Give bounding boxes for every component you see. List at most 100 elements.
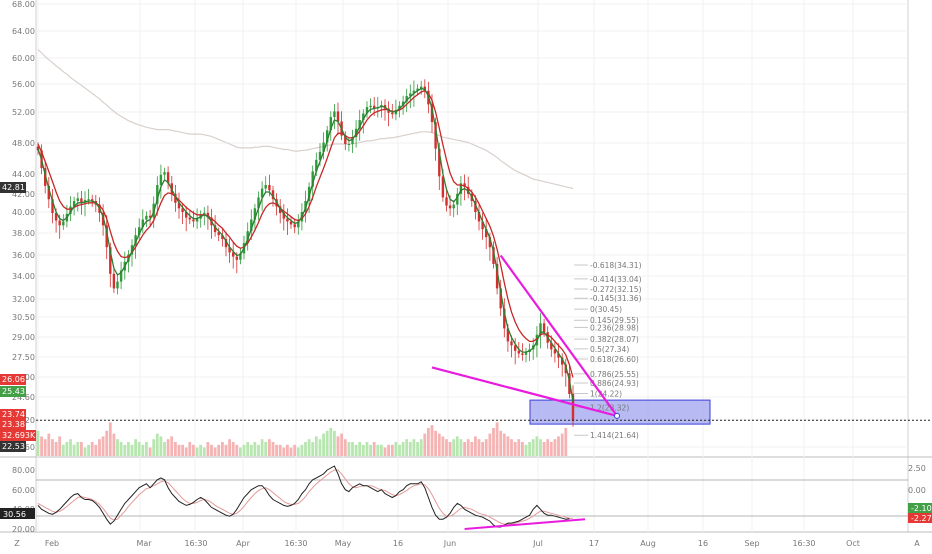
candle-body <box>322 142 325 152</box>
auto-scale-button[interactable] <box>910 536 924 549</box>
candle-body <box>542 323 546 333</box>
candle-body <box>329 117 332 131</box>
volume-bar <box>130 444 134 456</box>
candle-body <box>311 171 314 187</box>
candle-body <box>297 221 300 228</box>
candle-body <box>557 353 560 358</box>
volume-bar <box>408 442 412 456</box>
volume-bar <box>127 442 130 456</box>
volume-bar <box>351 442 354 456</box>
trend-layer[interactable] <box>36 254 932 421</box>
volume-bar <box>249 444 253 456</box>
volume-bar <box>188 442 192 456</box>
volume-bar <box>539 439 542 456</box>
candle-body <box>138 227 141 236</box>
candle-body <box>203 212 206 215</box>
time-tick-label: 17 <box>589 539 599 548</box>
volume-bar <box>101 436 105 456</box>
price-tag-bg <box>0 386 26 397</box>
bottom-layer: Z A <box>10 536 924 549</box>
price-tick-label: 56.00 <box>12 80 35 89</box>
candle-body <box>293 224 296 228</box>
volume-bar <box>246 442 250 456</box>
price-tick-label: 40.00 <box>12 208 35 217</box>
volume-bar <box>141 444 145 456</box>
volume-bar <box>484 439 488 456</box>
candle-body <box>503 308 506 329</box>
candle-body <box>268 185 271 191</box>
volume-bar <box>419 439 423 456</box>
macd-tick-label: 2.50 <box>908 464 926 473</box>
volume-bar <box>376 444 380 456</box>
volume-bar <box>300 444 304 456</box>
zoom-button[interactable] <box>10 536 24 549</box>
volume-bar <box>481 442 484 456</box>
price-tick-label: 32.00 <box>12 295 35 304</box>
volume-bar <box>94 444 98 456</box>
volume-bar <box>513 442 517 456</box>
candle-body <box>264 185 267 189</box>
candle-body <box>235 256 238 260</box>
candle-body <box>336 111 340 122</box>
volume-bar <box>354 444 358 456</box>
candle-body <box>456 193 459 205</box>
candle-body <box>141 219 144 228</box>
ma-slow-line <box>37 89 574 378</box>
candle-body <box>279 206 282 213</box>
volume-bar <box>36 430 40 456</box>
candle-body <box>116 281 119 289</box>
volume-bar <box>340 433 343 456</box>
volume-bar <box>459 439 463 456</box>
volume-bar <box>380 444 383 456</box>
volume-bar <box>307 439 311 456</box>
volume-bar <box>51 439 54 456</box>
volume-bar <box>268 439 271 456</box>
volume-bar <box>155 433 159 456</box>
volume-bar <box>361 444 365 456</box>
price-tick-label: 38.00 <box>12 229 35 238</box>
price-tag-bg <box>0 374 26 385</box>
volume-bar <box>119 442 123 456</box>
volume-bar <box>228 439 231 456</box>
volume-bar <box>329 428 333 456</box>
price-tag: 25.43 <box>2 387 25 396</box>
volume-bar <box>314 436 318 456</box>
time-tick-label: Aug <box>640 539 656 548</box>
candle-body <box>448 205 452 209</box>
price-tick-label: 24.60 <box>12 393 35 402</box>
candle-body <box>401 101 405 106</box>
candle-body <box>159 174 163 186</box>
candle-body <box>119 270 123 282</box>
candle-body <box>481 221 484 230</box>
fib-level-label: -0.618(34.31) <box>590 261 642 270</box>
volume-bar <box>405 439 409 456</box>
candle-body <box>564 364 567 374</box>
price-tick-label: 60.00 <box>12 54 35 63</box>
candle-body <box>91 199 94 201</box>
candle-body <box>430 104 434 123</box>
candle-body <box>351 137 354 144</box>
volume-bar <box>549 442 553 456</box>
candle-body <box>289 221 293 225</box>
candle-body <box>499 288 502 309</box>
fib-level-label: 0.5(27.34) <box>590 345 629 354</box>
candle-body <box>51 199 54 213</box>
time-tick-label: 16:30 <box>284 539 307 548</box>
volume-bar <box>108 422 112 456</box>
fib-layer[interactable]: -0.618(34.31) -0.414(33.04)-0.272(32.15)-… <box>574 261 642 440</box>
volume-bar <box>213 447 217 456</box>
price-tick-label: 44.00 <box>12 170 35 179</box>
volume-bar <box>76 442 80 456</box>
volume-bar <box>289 447 293 456</box>
macd-tag: -2.10 <box>911 504 932 513</box>
time-tick-label: Feb <box>45 539 59 548</box>
volume-bar <box>546 439 550 456</box>
macd-tag: -2.27 <box>911 514 932 523</box>
volume-bar <box>148 447 152 456</box>
volume-bar <box>390 444 394 456</box>
candle-body <box>195 218 199 222</box>
price-tag-bg <box>0 430 36 441</box>
candle-body <box>166 172 170 184</box>
candle-body <box>185 212 188 218</box>
volume-bar <box>474 436 477 456</box>
